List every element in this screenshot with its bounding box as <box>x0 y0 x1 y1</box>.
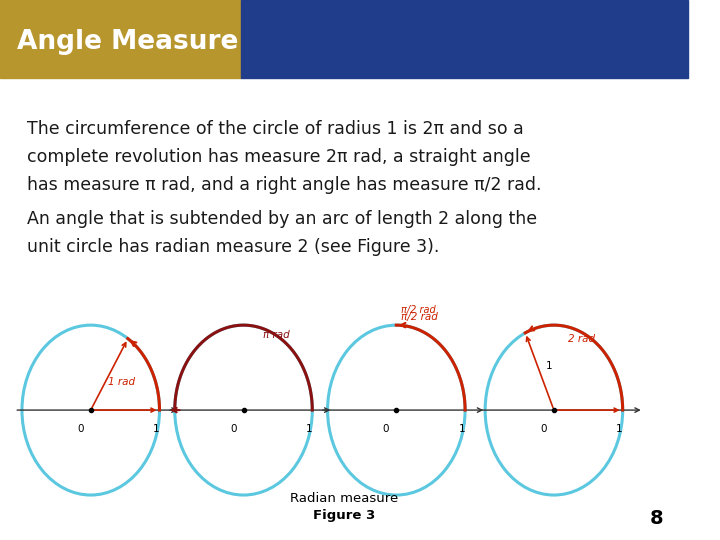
Text: Figure 3: Figure 3 <box>312 509 375 522</box>
Text: 0: 0 <box>383 424 390 434</box>
Text: π/2 rad: π/2 rad <box>401 312 438 322</box>
Text: 1: 1 <box>153 424 159 434</box>
Bar <box>240 0 688 78</box>
Text: unit circle has radian measure 2 (see Figure 3).: unit circle has radian measure 2 (see Fi… <box>27 238 439 256</box>
Text: π/2 rad: π/2 rad <box>401 305 436 315</box>
Text: complete revolution has measure 2π rad, a straight angle: complete revolution has measure 2π rad, … <box>27 148 531 166</box>
Text: 0: 0 <box>540 424 546 434</box>
Text: 1: 1 <box>545 361 552 372</box>
Text: 1: 1 <box>305 424 312 434</box>
Text: The circumference of the circle of radius 1 is 2π and so a: The circumference of the circle of radiu… <box>27 120 523 138</box>
Text: 0: 0 <box>77 424 84 434</box>
Text: 1: 1 <box>616 424 623 434</box>
Text: 1: 1 <box>459 424 465 434</box>
Text: π rad: π rad <box>263 330 289 340</box>
Text: 0: 0 <box>230 424 236 434</box>
Text: 1 rad: 1 rad <box>108 377 135 387</box>
Text: has measure π rad, and a right angle has measure π/2 rad.: has measure π rad, and a right angle has… <box>27 176 541 194</box>
Text: 8: 8 <box>650 509 664 528</box>
Text: Angle Measure: Angle Measure <box>17 29 238 55</box>
Text: An angle that is subtended by an arc of length 2 along the: An angle that is subtended by an arc of … <box>27 210 537 228</box>
Text: Radian measure: Radian measure <box>289 492 398 505</box>
Bar <box>0 0 240 78</box>
Text: 2 rad: 2 rad <box>568 334 595 344</box>
